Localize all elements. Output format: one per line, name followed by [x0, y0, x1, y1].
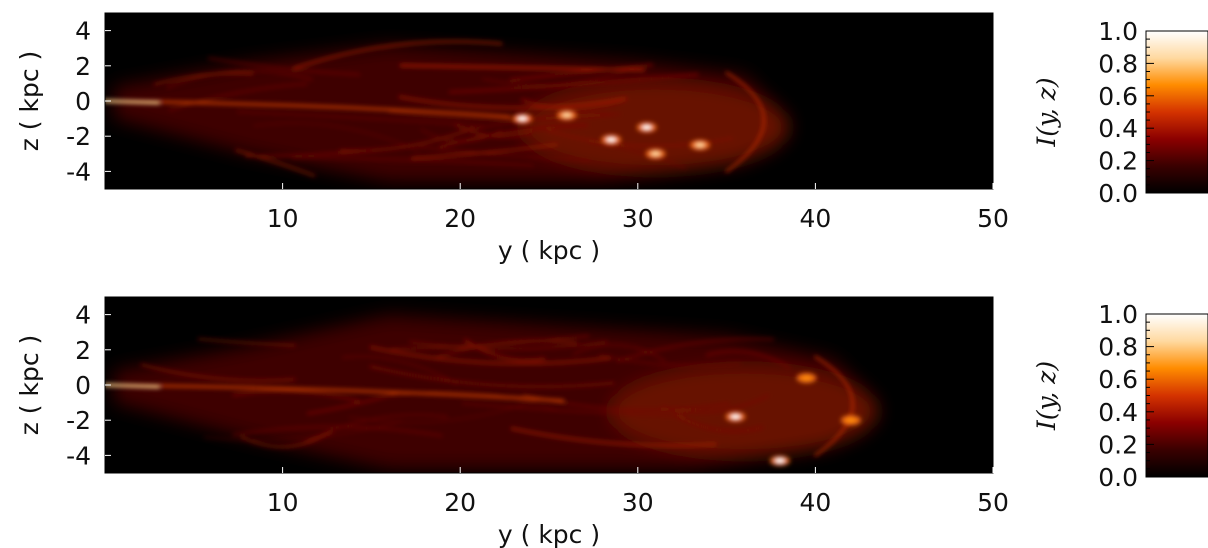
x-tick-label: 30 [622, 204, 654, 233]
colorbar-label: I(y, z) [1032, 361, 1061, 431]
colorbar-tick-label: 0.2 [1098, 430, 1138, 459]
jet-emission [105, 40, 789, 183]
colorbar-label: I(y, z) [1032, 77, 1061, 147]
x-tick-label: 20 [444, 488, 476, 517]
colorbar-tick-label: 1.0 [1098, 17, 1138, 46]
y-axis-label: z ( kpc ) [15, 51, 44, 152]
x-tick-label: 40 [799, 204, 831, 233]
x-tick-label: 30 [622, 488, 654, 517]
x-tick-label: 20 [444, 204, 476, 233]
x-axis-label: y ( kpc ) [498, 520, 600, 548]
colorbar-tick-label: 0.0 [1098, 179, 1138, 208]
colorbar: 0.0 0.2 0.4 0.6 0.8 1.0 I(y, z) [1032, 300, 1208, 492]
y-tick-label: 0 [75, 371, 91, 400]
x-tick-label: 50 [977, 204, 1009, 233]
y-tick-label: 0 [75, 87, 91, 116]
colorbar-tick-label: 0.4 [1098, 114, 1138, 143]
y-tick-label: 2 [75, 336, 91, 365]
colorbar: 0.0 0.2 0.4 0.6 0.8 1.0 I(y, z) [1032, 17, 1208, 208]
y-tick-label: 4 [75, 301, 91, 330]
colorbar-tick-label: 0.6 [1098, 365, 1138, 394]
jet-emission [105, 314, 878, 470]
colorbar-tick-label: 0.2 [1098, 147, 1138, 176]
x-tick-label: 10 [267, 204, 299, 233]
colorbar-gradient [1146, 31, 1208, 193]
colorbar-tick-label: 0.4 [1098, 398, 1138, 427]
y-tick-label: 4 [75, 17, 91, 46]
x-axis-label: y ( kpc ) [498, 236, 600, 265]
y-tick-label: 2 [75, 52, 91, 81]
x-tick-label: 40 [799, 488, 831, 517]
y-tick-label: -2 [66, 122, 91, 151]
colorbar-tick-label: 0.6 [1098, 82, 1138, 111]
y-tick-label: -4 [66, 157, 91, 186]
x-tick-label: 50 [977, 488, 1009, 517]
y-axis-label: z ( kpc ) [15, 335, 44, 436]
colorbar-tick-label: 0.8 [1098, 49, 1138, 78]
y-tick-label: -2 [66, 406, 91, 435]
y-tick-label: -4 [66, 441, 91, 470]
x-tick-label: 10 [267, 488, 299, 517]
colorbar-tick-label: 1.0 [1098, 300, 1138, 329]
colorbar-gradient [1146, 314, 1208, 477]
colorbar-tick-label: 0.0 [1098, 463, 1138, 492]
colorbar-tick-label: 0.8 [1098, 333, 1138, 362]
